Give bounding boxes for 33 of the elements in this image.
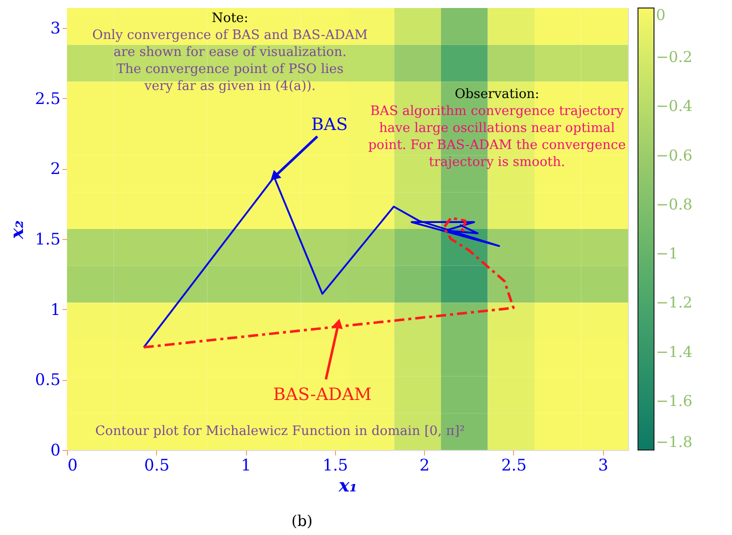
color-bar-label: −0.8 <box>656 195 692 214</box>
y-tick-label: 1 <box>50 300 60 319</box>
x-tick-label: 0 <box>68 456 78 474</box>
color-bar-label: −1.8 <box>656 433 692 451</box>
x-tick-label: 3 <box>598 456 608 474</box>
y-tick-label: 1.5 <box>35 229 60 248</box>
y-tick-label: 3 <box>50 18 60 38</box>
x-axis-title: x₁ <box>338 476 358 496</box>
text: (b) <box>291 512 313 530</box>
annotation: Note: <box>212 11 248 26</box>
color-bar-label: −1.6 <box>656 392 692 410</box>
annotation: BAS-ADAM <box>273 385 372 406</box>
color-bar-label: −1.2 <box>656 294 692 312</box>
x-tick-label: 2 <box>420 456 430 474</box>
color-bar-label: 0 <box>656 6 666 24</box>
x-tick-label: 0.5 <box>144 456 170 474</box>
y-axis-title: x₂ <box>7 220 28 240</box>
color-bar-label: −1.4 <box>656 342 692 361</box>
color-bar-label: −0.2 <box>656 48 692 66</box>
y-tick-label: 2 <box>50 159 60 178</box>
annotation: Observation: <box>454 87 540 102</box>
annotation: BAS <box>311 115 348 135</box>
x-tick-label: 1.5 <box>322 456 348 474</box>
x-tick-label: 1 <box>240 456 252 474</box>
color-bar-label: −1 <box>656 244 678 263</box>
color-bar-label: −0.4 <box>656 97 692 116</box>
annotation: Only convergence of BAS and BAS-ADAM are shown for ease of visualization. The convergence point of PSO lies very far as given in (4(a)). <box>92 28 368 94</box>
annotation: Contour plot for Michalewicz Function in domain [0, π]² <box>95 424 465 439</box>
x-tick-label: 2.5 <box>501 456 527 474</box>
y-tick-label: 2.5 <box>35 88 60 108</box>
y-tick-label: 0 <box>50 440 60 460</box>
color-bar-label: −0.6 <box>656 146 692 164</box>
y-tick-label: 0.5 <box>35 370 60 390</box>
